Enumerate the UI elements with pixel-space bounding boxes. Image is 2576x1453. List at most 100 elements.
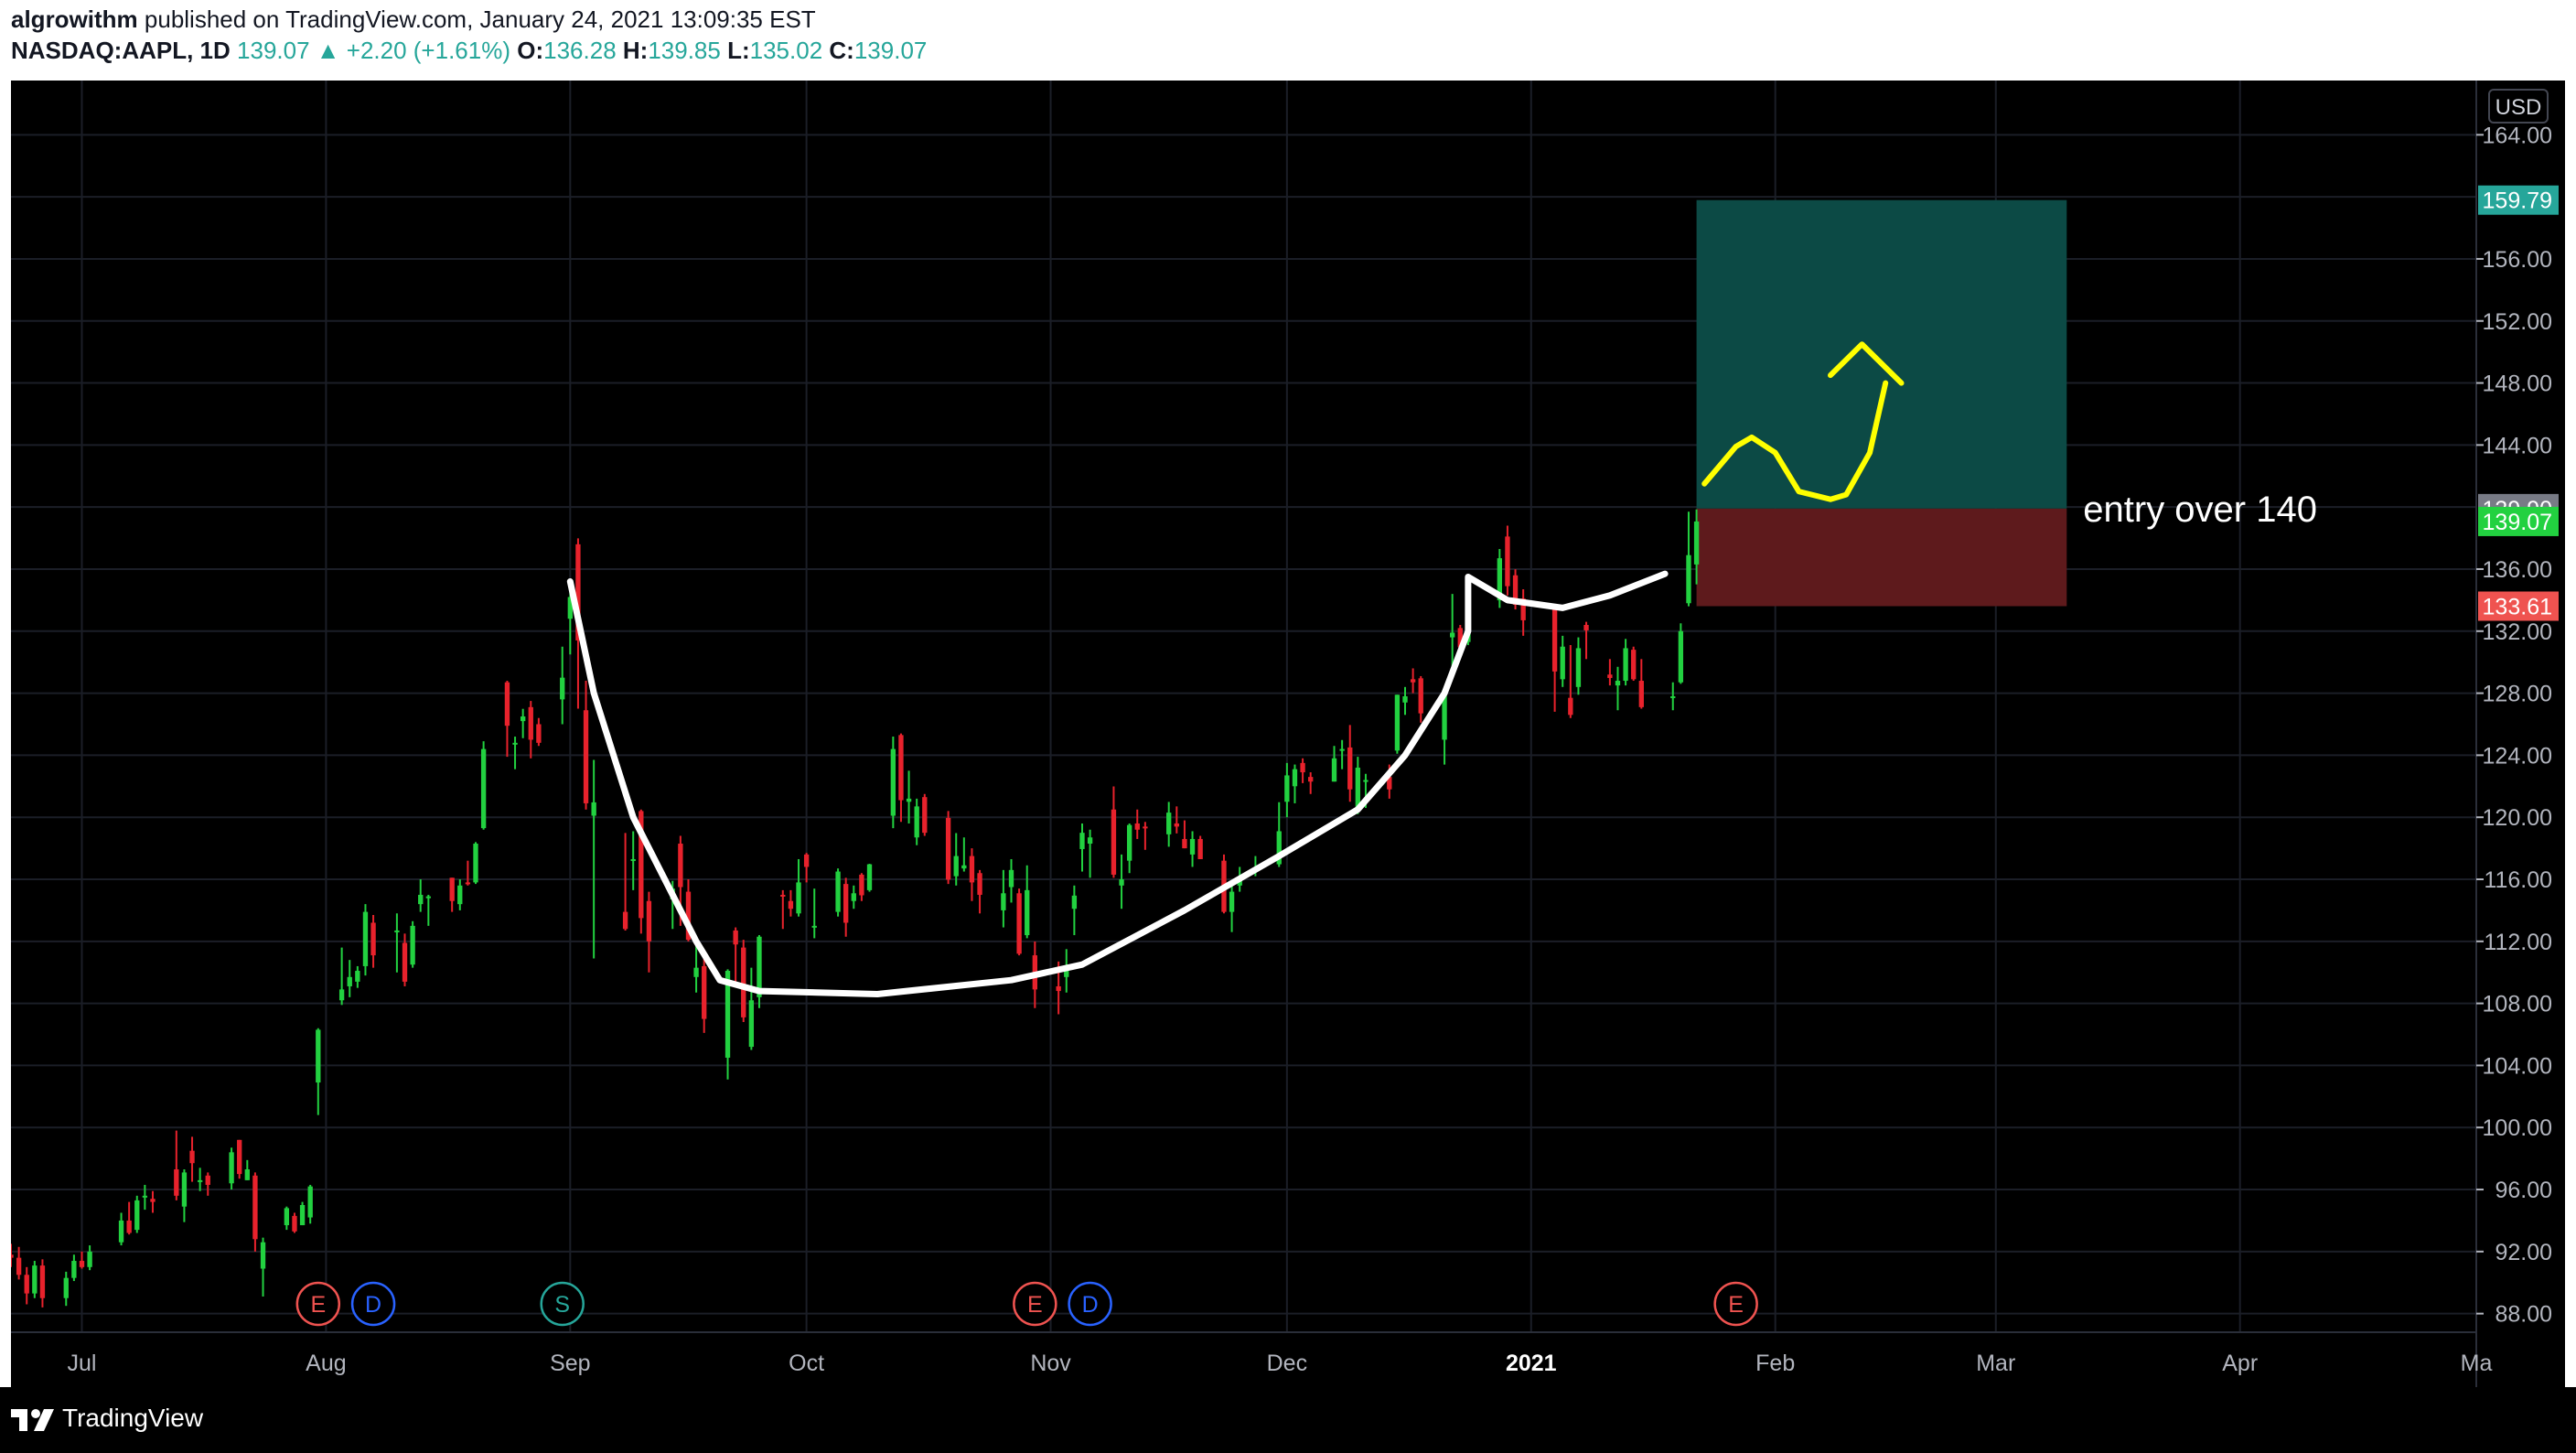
candle-body [1111, 809, 1117, 875]
candle-body [961, 865, 967, 869]
event-marker-dividend: D [350, 1281, 396, 1327]
price-tick-label: 156.00 [2483, 247, 2552, 273]
candle-body [1016, 893, 1022, 954]
low-label: L: [727, 37, 750, 64]
candle-body [1418, 678, 1423, 714]
price-chart[interactable]: entry over 140 E D S E D E 88.00 92.00 96.00 100.0… [8, 81, 2565, 1387]
tradingview-brand[interactable]: TradingView [62, 1404, 204, 1432]
time-tick-label: 2021 [1506, 1351, 1557, 1376]
candle-body [134, 1200, 140, 1231]
candle-body [583, 710, 589, 803]
price-label-text: 139.07 [2483, 510, 2552, 535]
candle-body [1276, 831, 1282, 865]
author-name[interactable]: algrowithm [11, 5, 138, 33]
candle-body [1284, 775, 1290, 802]
candle [1001, 869, 1006, 928]
price-tick-label: 132.00 [2483, 619, 2552, 645]
candle-body [733, 930, 738, 945]
candle-body [843, 884, 849, 923]
candle-body [1174, 823, 1179, 827]
candle [1402, 686, 1408, 716]
candle [1308, 772, 1314, 794]
candle-body [244, 1169, 250, 1180]
candle-body [347, 976, 352, 986]
candle-body [639, 811, 644, 919]
candle-body [24, 1275, 29, 1294]
candle-body [79, 1261, 85, 1267]
event-marker-earnings: E [295, 1281, 341, 1327]
candle [1134, 809, 1140, 839]
candle [622, 833, 628, 931]
price-tick-label: 128.00 [2483, 682, 2552, 707]
candle [1197, 835, 1203, 859]
loss-zone [1696, 508, 2067, 607]
candle [922, 793, 928, 836]
candle [410, 920, 415, 968]
event-marker-earnings: E [1013, 1281, 1057, 1327]
price-tick-label: 104.00 [2483, 1053, 2552, 1079]
candle-body [1143, 826, 1148, 829]
candle-body [1071, 895, 1078, 909]
candle [347, 960, 352, 997]
candle [1182, 820, 1187, 849]
candle [866, 864, 873, 892]
candle [945, 811, 951, 885]
candle-body [1355, 767, 1361, 810]
footer-bar [0, 1387, 2576, 1453]
candle-body [355, 971, 360, 982]
candle [1331, 746, 1337, 782]
candle-body [1300, 762, 1305, 773]
low-value: 135.02 [749, 37, 823, 64]
price-label: 133.61 [2478, 591, 2559, 621]
candle-body [504, 682, 510, 726]
candle-body [252, 1175, 258, 1240]
price-label-text: 133.61 [2483, 594, 2552, 619]
candle-body [150, 1199, 156, 1202]
candle-body [1402, 695, 1408, 703]
candle [1143, 822, 1148, 850]
candle [1008, 858, 1014, 903]
candle [741, 940, 746, 1022]
symbol-line: NASDAQ:AAPL, 1D 139.07 ▲ +2.20 (+1.61%) … [11, 37, 927, 65]
open-value: 136.28 [543, 37, 617, 64]
candle [560, 646, 565, 725]
candle [370, 915, 376, 968]
candle-body [394, 930, 400, 932]
candle-body [260, 1242, 266, 1269]
candle [646, 891, 652, 973]
candle [307, 1184, 313, 1224]
price-label: 139.07 [2478, 506, 2559, 536]
candle [1693, 509, 1700, 585]
time-tick-label: Mar [1976, 1351, 2015, 1376]
candle-body [71, 1261, 77, 1278]
candle-body [189, 1150, 195, 1164]
price-tick-label: 112.00 [2484, 930, 2552, 955]
candle [1418, 675, 1423, 723]
candle-body [1615, 681, 1621, 686]
candle [733, 927, 738, 985]
candle [504, 681, 510, 758]
chart-area[interactable]: entry over 140 E D S E D E 88.00 92.00 96.00 100.0… [8, 81, 2565, 1387]
candle [1615, 666, 1621, 711]
tradingview-logo-icon[interactable] [11, 1404, 57, 1435]
candle-body [1079, 833, 1085, 849]
candle [1339, 739, 1345, 770]
candle-body [370, 922, 376, 956]
event-letter: E [1027, 1292, 1043, 1318]
candle-body [536, 724, 542, 743]
candle-body [480, 748, 487, 829]
candle [316, 1028, 321, 1115]
candle-body [174, 1169, 179, 1196]
candle [425, 894, 432, 926]
change-arrow-icon: ▲ [316, 37, 340, 64]
candle-body [1292, 769, 1298, 787]
high-label: H: [622, 37, 649, 64]
candle-body [205, 1175, 210, 1185]
candle-body [1442, 690, 1447, 740]
candle-body [866, 864, 873, 890]
candle-body [32, 1265, 38, 1294]
candle [1505, 525, 1510, 596]
candle [1300, 758, 1305, 783]
candle [780, 889, 786, 930]
candle [803, 853, 810, 883]
